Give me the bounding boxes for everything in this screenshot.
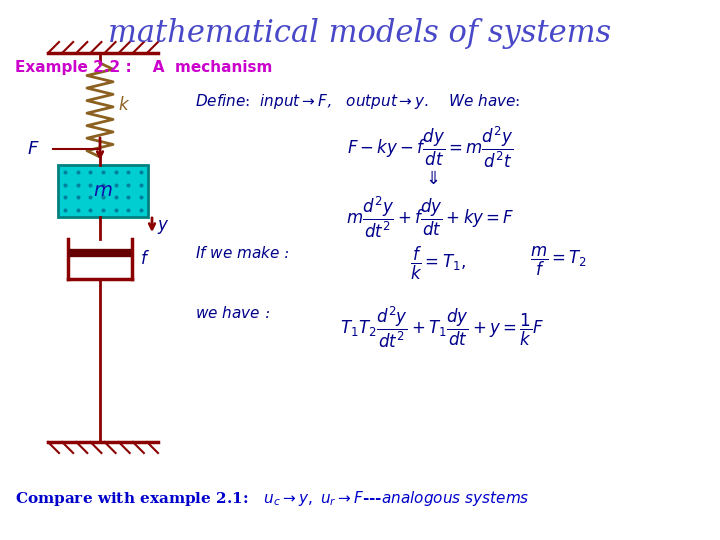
- Text: $m\dfrac{d^2y}{dt^2} + f\dfrac{dy}{dt} + ky = F$: $m\dfrac{d^2y}{dt^2} + f\dfrac{dy}{dt} +…: [346, 195, 514, 240]
- Text: $\mathit{Define}$:  $\mathit{input} \rightarrow F$,   $\mathit{output} \rightarr: $\mathit{Define}$: $\mathit{input} \righ…: [195, 92, 521, 111]
- Text: mathematical models of systems: mathematical models of systems: [109, 18, 611, 49]
- Text: $F - ky - f\dfrac{dy}{dt} = m\dfrac{d^2y}{d^2t}$: $F - ky - f\dfrac{dy}{dt} = m\dfrac{d^2y…: [347, 125, 513, 171]
- Text: $k$: $k$: [118, 96, 130, 114]
- Bar: [58, 165, 148, 217]
- Text: Example 2.2 :    A  mechanism: Example 2.2 : A mechanism: [15, 60, 272, 75]
- Text: $F$: $F$: [27, 140, 40, 158]
- Text: $T_1T_2\dfrac{d^2y}{dt^2} + T_1\dfrac{dy}{dt} + y = \dfrac{1}{k}F$: $T_1T_2\dfrac{d^2y}{dt^2} + T_1\dfrac{dy…: [340, 305, 544, 350]
- Text: $y$: $y$: [157, 218, 169, 236]
- Text: $\dfrac{f}{k} = T_1,$: $\dfrac{f}{k} = T_1,$: [410, 245, 466, 282]
- Text: $\Downarrow$: $\Downarrow$: [421, 170, 438, 188]
- Text: $\dfrac{m}{f} = T_2$: $\dfrac{m}{f} = T_2$: [530, 245, 587, 278]
- Text: $m$: $m$: [93, 182, 113, 200]
- Text: Compare with example 2.1:   $u_c\rightarrow y,\ u_r\rightarrow F$---$\mathit{ana: Compare with example 2.1: $u_c\rightarro…: [15, 489, 529, 508]
- Text: $\mathit{If\ we\ make}$ :: $\mathit{If\ we\ make}$ :: [195, 245, 290, 261]
- Text: $f$: $f$: [140, 250, 150, 268]
- Text: $\mathit{we\ have}$ :: $\mathit{we\ have}$ :: [195, 305, 270, 321]
